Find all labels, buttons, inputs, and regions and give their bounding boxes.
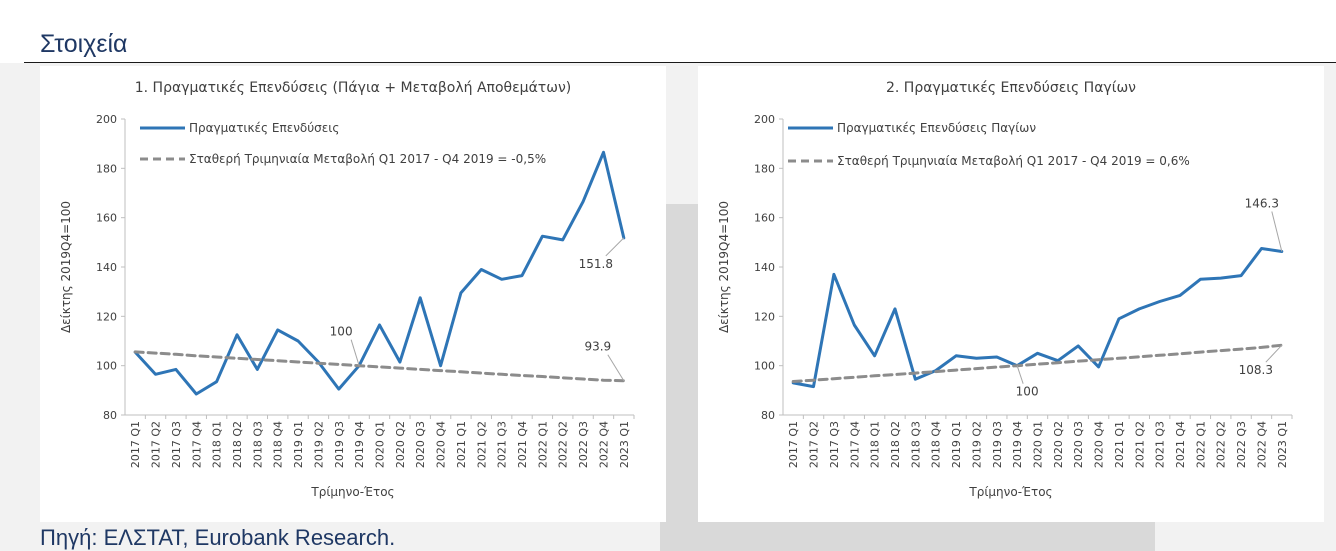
x-tick-label: 2022 Q1 — [536, 421, 549, 468]
x-axis-label: Τρίμηνο-Έτος — [968, 485, 1052, 499]
x-tick-label: 2020 Q4 — [1093, 421, 1106, 468]
legend-entry: Πραγματικές Επενδύσεις Παγίων — [837, 121, 1036, 135]
y-tick-label: 140 — [754, 261, 775, 274]
x-tick-label: 2018 Q4 — [930, 421, 943, 468]
y-tick-label: 180 — [96, 162, 117, 175]
chart-investment: 1. Πραγματικές Επενδύσεις (Πάγια + Μεταβ… — [59, 80, 635, 499]
annotation-leader — [1265, 344, 1283, 363]
x-tick-label: 2022 Q2 — [557, 421, 570, 468]
y-axis-label: Δείκτης 2019Q4=100 — [717, 201, 731, 333]
y-tick-label: 200 — [754, 113, 775, 126]
y-tick-label: 160 — [96, 212, 117, 225]
x-tick-label: 2018 Q1 — [869, 421, 882, 468]
x-tick-label: 2019 Q1 — [950, 421, 963, 468]
x-tick-label: 2020 Q1 — [1032, 421, 1045, 468]
x-tick-label: 2018 Q4 — [272, 421, 285, 468]
x-tick-label: 2021 Q3 — [1154, 421, 1167, 468]
data-label: 108.3 — [1239, 363, 1273, 377]
y-tick-label: 80 — [103, 409, 117, 422]
y-tick-label: 80 — [761, 409, 775, 422]
x-tick-label: 2017 Q1 — [129, 421, 142, 468]
x-tick-label: 2022 Q4 — [1255, 421, 1268, 468]
source-note: Πηγή: ΕΛΣΤΑΤ, Eurobank Research. — [40, 525, 396, 550]
chart-title: 2. Πραγματικές Επενδύσεις Παγίων — [886, 80, 1136, 96]
x-tick-label: 2017 Q3 — [828, 421, 841, 468]
x-tick-label: 2020 Q3 — [414, 421, 427, 468]
y-axis-label: Δείκτης 2019Q4=100 — [59, 201, 73, 333]
x-tick-label: 2018 Q2 — [889, 421, 902, 468]
data-label: 151.8 — [579, 257, 613, 271]
trend-series-line — [791, 343, 1284, 383]
x-tick-label: 2023 Q1 — [1276, 421, 1289, 468]
x-tick-label: 2017 Q4 — [190, 421, 203, 468]
chart-panel-fixed-investment: 2. Πραγματικές Επενδύσεις Παγίων 80 100 120… — [698, 66, 1324, 522]
x-tick-label: 2021 Q4 — [516, 421, 529, 468]
x-tick-label: 2022 Q2 — [1215, 421, 1228, 468]
x-axis-label: Τρίμηνο-Έτος — [310, 485, 394, 499]
legend-entry: Σταθερή Τριμηνιαία Μεταβολή Q1 2017 - Q4… — [837, 154, 1190, 168]
x-tick-label: 2017 Q4 — [848, 421, 861, 468]
x-tick-label: 2022 Q3 — [1235, 421, 1248, 468]
y-tick-label: 180 — [754, 162, 775, 175]
x-tick-label: 2017 Q2 — [150, 421, 163, 468]
x-tick-label: 2018 Q2 — [231, 421, 244, 468]
x-tick-label: 2019 Q1 — [292, 421, 305, 468]
header-band — [0, 0, 1336, 64]
x-tick-label: 2017 Q3 — [170, 421, 183, 468]
x-tick-label: 2019 Q3 — [991, 421, 1004, 468]
x-tick-label: 2023 Q1 — [618, 421, 631, 468]
y-tick-label: 120 — [96, 310, 117, 323]
x-tick-label: 2019 Q3 — [333, 421, 346, 468]
x-tick-label: 2021 Q2 — [1133, 421, 1146, 468]
x-tick-label: 2017 Q1 — [787, 421, 800, 468]
annotation-leader — [1271, 211, 1283, 252]
chart-panel-investment: 1. Πραγματικές Επενδύσεις (Πάγια + Μεταβ… — [40, 66, 666, 522]
x-tick-label: 2018 Q3 — [909, 421, 922, 468]
chart-title: 1. Πραγματικές Επενδύσεις (Πάγια + Μεταβ… — [135, 80, 571, 96]
trend-series-line — [133, 350, 626, 383]
annotation-leader — [1016, 365, 1024, 384]
y-tick-label: 100 — [96, 360, 117, 373]
x-tick-label: 2019 Q2 — [970, 421, 983, 468]
data-label: 146.3 — [1245, 196, 1279, 210]
x-tick-label: 2017 Q2 — [808, 421, 821, 468]
y-tick-label: 160 — [754, 212, 775, 225]
x-tick-label: 2021 Q4 — [1174, 421, 1187, 468]
x-tick-label: 2020 Q2 — [394, 421, 407, 468]
x-tick-label: 2019 Q2 — [312, 421, 325, 468]
page-title: Στοιχεία — [40, 30, 128, 58]
chart-fixed-investment: 2. Πραγματικές Επενδύσεις Παγίων 80 100 120… — [717, 80, 1293, 499]
annotation-leader — [350, 339, 360, 366]
x-tick-label: 2021 Q1 — [1113, 421, 1126, 468]
x-tick-label: 2021 Q3 — [496, 421, 509, 468]
annotation-leader — [605, 237, 625, 257]
y-tick-label: 200 — [96, 113, 117, 126]
x-tick-label: 2022 Q1 — [1194, 421, 1207, 468]
main-series-line — [133, 150, 626, 396]
data-label: 100 — [330, 325, 353, 339]
x-tick-label: 2018 Q3 — [251, 421, 264, 468]
main-series-line — [791, 247, 1284, 389]
x-tick-label: 2019 Q4 — [1011, 421, 1024, 468]
data-label: 93.9 — [584, 340, 611, 354]
x-tick-label: 2021 Q1 — [455, 421, 468, 468]
data-label: 100 — [1016, 385, 1039, 399]
x-tick-label: 2020 Q3 — [1072, 421, 1085, 468]
legend-entry: Σταθερή Τριμηνιαία Μεταβολή Q1 2017 - Q4… — [189, 152, 546, 166]
x-tick-label: 2019 Q4 — [353, 421, 366, 468]
x-tick-label: 2022 Q4 — [597, 421, 610, 468]
annotation-leader — [607, 354, 625, 381]
legend-entry: Πραγματικές Επενδύσεις — [189, 121, 339, 135]
x-tick-label: 2020 Q2 — [1052, 421, 1065, 468]
x-tick-label: 2022 Q3 — [577, 421, 590, 468]
y-tick-label: 100 — [754, 360, 775, 373]
x-tick-label: 2021 Q2 — [475, 421, 488, 468]
y-tick-label: 140 — [96, 261, 117, 274]
x-tick-label: 2018 Q1 — [211, 421, 224, 468]
x-tick-label: 2020 Q1 — [374, 421, 387, 468]
y-tick-label: 120 — [754, 310, 775, 323]
x-tick-label: 2020 Q4 — [435, 421, 448, 468]
title-divider — [24, 62, 1336, 63]
